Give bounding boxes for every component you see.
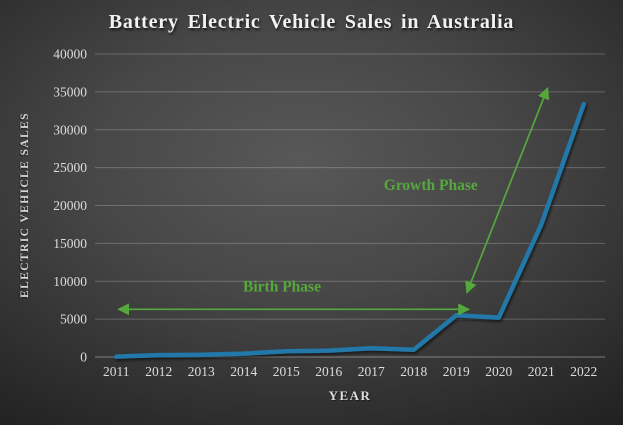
x-tick-label: 2021 (528, 364, 555, 379)
birth-phase-label: Birth Phase (243, 279, 321, 296)
axis-tick-labels: 0 5000 10000 15000 20000 25000 30000 35000 40000… (53, 47, 597, 380)
x-tick-label: 2014 (230, 364, 257, 379)
sales-line (114, 101, 587, 359)
sales-line-series (114, 101, 587, 359)
x-tick-label: 2011 (103, 364, 130, 379)
x-tick-label: 2022 (570, 364, 597, 379)
x-tick-label: 2013 (188, 364, 215, 379)
x-tick-label: 2018 (400, 364, 427, 379)
x-tick-label: 2017 (358, 364, 385, 379)
y-tick-label: 0 (80, 350, 87, 365)
x-tick-label: 2016 (315, 364, 342, 379)
gridlines (95, 53, 605, 358)
phase-annotations: Birth Phase Growth Phase (117, 86, 550, 316)
y-tick-label: 10000 (53, 274, 87, 289)
growth-phase-label: Growth Phase (384, 177, 478, 194)
y-tick-label: 5000 (60, 312, 87, 327)
chart-title: Battery Electric Vehicle Sales in Austra… (108, 11, 515, 33)
y-tick-label: 15000 (53, 236, 87, 251)
x-axis-title: YEAR (328, 388, 372, 403)
x-tick-label: 2015 (273, 364, 300, 379)
y-tick-label: 25000 (53, 160, 87, 175)
x-tick-label: 2019 (443, 364, 470, 379)
x-tick-label: 2012 (145, 364, 172, 379)
y-tick-label: 40000 (53, 47, 87, 62)
growth-phase-arrow (465, 86, 550, 294)
y-tick-label: 35000 (53, 84, 87, 99)
y-tick-label: 20000 (53, 198, 87, 213)
y-tick-label: 30000 (53, 122, 87, 137)
x-tick-label: 2020 (485, 364, 512, 379)
